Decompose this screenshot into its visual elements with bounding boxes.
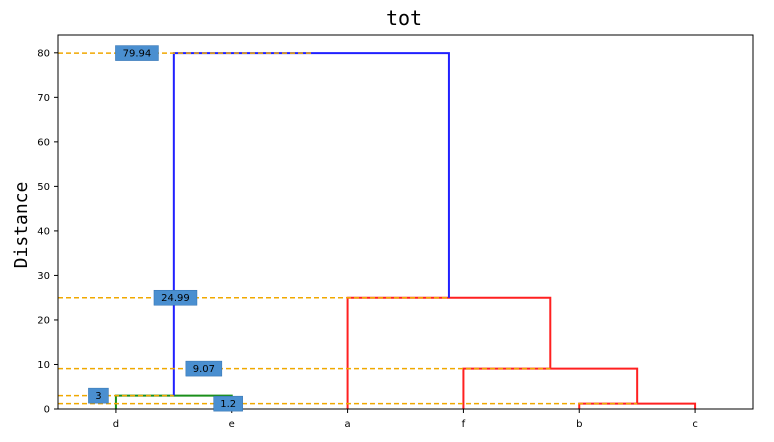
height-label-text: 1.2 xyxy=(220,399,236,410)
height-guides xyxy=(58,52,638,405)
height-label: 3 xyxy=(88,387,109,404)
x-tick-label: e xyxy=(229,419,235,430)
x-tick-label: b xyxy=(576,419,582,430)
y-tick-label: 10 xyxy=(37,360,50,371)
y-tick-label: 50 xyxy=(37,182,50,193)
height-label-text: 3 xyxy=(95,391,101,402)
dendrogram-links xyxy=(114,52,697,409)
y-tick-label: 0 xyxy=(44,405,50,416)
dendrogram-link xyxy=(346,296,552,409)
height-label: 1.2 xyxy=(213,395,243,412)
height-label-box xyxy=(213,395,243,412)
height-label-text: 79.94 xyxy=(123,49,152,60)
y-tick-label: 30 xyxy=(37,271,50,282)
x-tick-label: d xyxy=(113,419,119,430)
height-label-text: 9.07 xyxy=(193,364,215,375)
height-label-box xyxy=(115,45,159,61)
height-label: 24.99 xyxy=(153,289,198,306)
plot-frame xyxy=(57,34,754,410)
height-label: 9.07 xyxy=(185,360,223,377)
y-axis-label: Distance xyxy=(11,182,32,269)
height-label-box xyxy=(153,289,198,306)
x-tick-label: f xyxy=(462,419,466,430)
x-tick-label: a xyxy=(345,419,351,430)
height-labels: 79.94 24.99 9.07 3 1.2 xyxy=(88,45,243,412)
dendrogram-link xyxy=(578,402,697,409)
y-tick-label: 20 xyxy=(37,315,50,326)
dendrogram-link xyxy=(172,52,450,396)
y-tick-label: 80 xyxy=(37,48,50,59)
height-label: 79.94 xyxy=(115,45,159,61)
height-label-box xyxy=(185,360,223,377)
height-label-box xyxy=(88,387,109,404)
y-tick-label: 70 xyxy=(37,93,50,104)
x-tick-label: c xyxy=(692,419,698,430)
height-label-text: 24.99 xyxy=(161,293,190,304)
y-tick-label: 60 xyxy=(37,137,50,148)
y-tick-label: 40 xyxy=(37,226,50,237)
chart-title: tot xyxy=(386,6,422,30)
axes: 0 10 20 30 40 50 60 70 80 d e a f b c xyxy=(37,34,754,430)
